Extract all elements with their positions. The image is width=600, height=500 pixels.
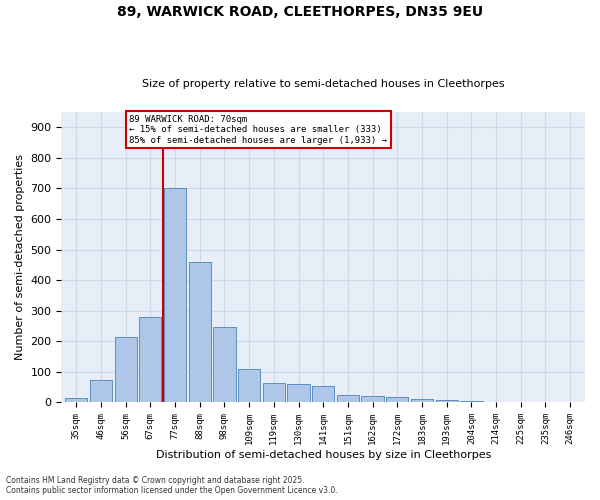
Bar [90,380,112,402]
Bar [361,396,384,402]
Bar [164,188,186,402]
Bar [460,401,482,402]
Bar [238,369,260,402]
Bar [287,384,310,402]
Bar [312,386,334,402]
Bar [386,398,409,402]
Bar [411,400,433,402]
Bar [213,327,236,402]
Bar [436,400,458,402]
Title: Size of property relative to semi-detached houses in Cleethorpes: Size of property relative to semi-detach… [142,79,505,89]
X-axis label: Distribution of semi-detached houses by size in Cleethorpes: Distribution of semi-detached houses by … [155,450,491,460]
Bar [115,336,137,402]
Y-axis label: Number of semi-detached properties: Number of semi-detached properties [15,154,25,360]
Bar [263,382,285,402]
Bar [337,395,359,402]
Bar [139,317,161,402]
Bar [188,262,211,402]
Text: 89 WARWICK ROAD: 70sqm
← 15% of semi-detached houses are smaller (333)
85% of se: 89 WARWICK ROAD: 70sqm ← 15% of semi-det… [130,115,388,144]
Text: 89, WARWICK ROAD, CLEETHORPES, DN35 9EU: 89, WARWICK ROAD, CLEETHORPES, DN35 9EU [117,5,483,19]
Bar [65,398,88,402]
Text: Contains HM Land Registry data © Crown copyright and database right 2025.
Contai: Contains HM Land Registry data © Crown c… [6,476,338,495]
